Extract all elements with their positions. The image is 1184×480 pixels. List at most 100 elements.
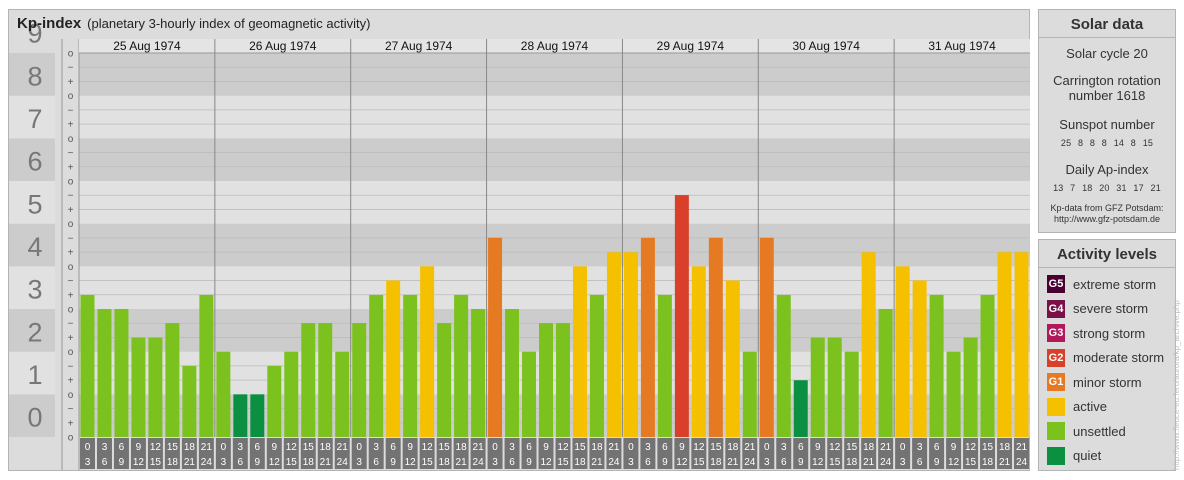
hour-end-label: 24: [201, 457, 213, 468]
watermark: http://www.fleuce-eu.fero/aurora/kp_arch…: [1172, 300, 1181, 470]
kp-bar: [572, 266, 587, 437]
hour-tile: [436, 438, 452, 469]
y-minor-tick-label: −: [68, 148, 74, 159]
chart-title-bar: Kp-index (planetary 3-hourly index of geo…: [9, 10, 1029, 36]
hour-start-label: 12: [693, 442, 705, 453]
hour-start-label: 12: [829, 442, 841, 453]
y-minor-tick-label: o: [68, 134, 74, 145]
hour-tile: [606, 438, 622, 469]
kp-bar: [963, 337, 978, 437]
hour-end-label: 24: [337, 457, 349, 468]
kp-bar: [556, 323, 570, 437]
kp-bar: [199, 294, 214, 437]
hour-start-label: 18: [863, 442, 875, 453]
y-minor-tick-label: +: [68, 290, 74, 301]
kp-bar: [386, 280, 401, 437]
hour-start-label: 21: [608, 442, 620, 453]
hour-start-label: 3: [102, 442, 108, 453]
hour-start-label: 3: [781, 442, 787, 453]
hour-end-label: 21: [320, 457, 332, 468]
y-minor-tick-label: +: [68, 162, 74, 173]
y-tick-label: 7: [27, 104, 42, 134]
kp-bar: [895, 266, 910, 437]
kp-bar: [606, 252, 621, 437]
kp-bar: [182, 365, 197, 437]
kp-bar: [131, 337, 146, 437]
kp-bar: [691, 266, 706, 437]
kp-bar: [148, 337, 163, 437]
hour-end-label: 6: [373, 457, 379, 468]
source-link[interactable]: http://www.gfz-potsdam.de: [1053, 214, 1161, 224]
y-tick-label: 5: [27, 189, 42, 219]
kp-bar: [250, 394, 265, 437]
y-minor-tick-label: −: [68, 276, 74, 287]
y-label-band: [9, 351, 55, 395]
hour-start-label: 6: [662, 442, 668, 453]
hour-end-label: 6: [238, 457, 244, 468]
hour-start-label: 9: [136, 442, 142, 453]
y-tick-label: 9: [27, 19, 42, 49]
hour-end-label: 15: [693, 457, 705, 468]
hour-end-label: 6: [781, 457, 787, 468]
kp-bar: [80, 294, 95, 437]
y-minor-tick-label: o: [68, 177, 74, 188]
kp-band: [79, 138, 1030, 181]
hour-tile: [827, 438, 843, 469]
hour-end-label: 3: [356, 457, 362, 468]
hour-tile: [708, 438, 724, 469]
hour-tile: [861, 438, 877, 469]
y-minor-tick-label: o: [68, 91, 74, 102]
hour-start-label: 15: [303, 442, 315, 453]
hour-end-label: 12: [676, 457, 688, 468]
y-minor-tick-label: +: [68, 77, 74, 88]
activity-level-item: active: [1047, 397, 1107, 417]
activity-level-swatch: G5: [1047, 275, 1065, 293]
ap-values: 13 7 18 20 31 17 21: [1053, 183, 1161, 193]
hour-start-label: 6: [119, 442, 125, 453]
y-label-band: [9, 394, 55, 437]
hour-start-label: 15: [982, 442, 994, 453]
hour-tile: [300, 438, 316, 469]
carrington-line2: number 1618: [1068, 88, 1146, 103]
kp-band: [79, 53, 1030, 96]
hour-end-label: 12: [405, 457, 417, 468]
hour-start-label: 21: [337, 442, 349, 453]
hour-tile: [487, 438, 503, 469]
kp-band: [79, 223, 1030, 267]
hour-tile: [929, 438, 945, 469]
hour-tile: [80, 438, 95, 469]
hour-tile: [844, 438, 860, 469]
hour-start-label: 15: [574, 442, 586, 453]
hour-start-label: 3: [373, 442, 379, 453]
day-label: 26 Aug 1974: [249, 39, 317, 53]
kp-bar: [522, 351, 537, 437]
hour-start-label: 15: [846, 442, 858, 453]
hour-end-label: 12: [948, 457, 960, 468]
hour-tile: [351, 438, 367, 469]
hour-end-label: 3: [900, 457, 906, 468]
hour-tile: [810, 438, 826, 469]
kp-bar: [284, 351, 299, 437]
hour-end-label: 15: [829, 457, 841, 468]
hour-end-label: 3: [85, 457, 91, 468]
y-minor-tick-label: o: [68, 305, 74, 316]
kp-bar: [335, 351, 350, 437]
hour-tile: [742, 438, 758, 469]
kp-bar: [454, 294, 469, 437]
y-tick-label: 1: [27, 360, 42, 390]
hour-start-label: 0: [900, 442, 906, 453]
day-label: 27 Aug 1974: [385, 39, 453, 53]
sunspot-values: 25 8 8 8 14 8 15: [1060, 138, 1154, 148]
y-label-band: [9, 95, 55, 139]
hour-end-label: 15: [422, 457, 434, 468]
hour-start-label: 21: [473, 442, 485, 453]
kp-bar: [742, 351, 757, 437]
hour-start-label: 15: [167, 442, 179, 453]
hour-tile: [198, 438, 214, 469]
hour-tile: [776, 438, 792, 469]
day-label: 31 Aug 1974: [928, 39, 996, 53]
hour-start-label: 0: [85, 442, 91, 453]
y-minor-tick-label: o: [68, 262, 74, 273]
hour-tile: [181, 438, 197, 469]
kp-bar: [776, 294, 791, 437]
